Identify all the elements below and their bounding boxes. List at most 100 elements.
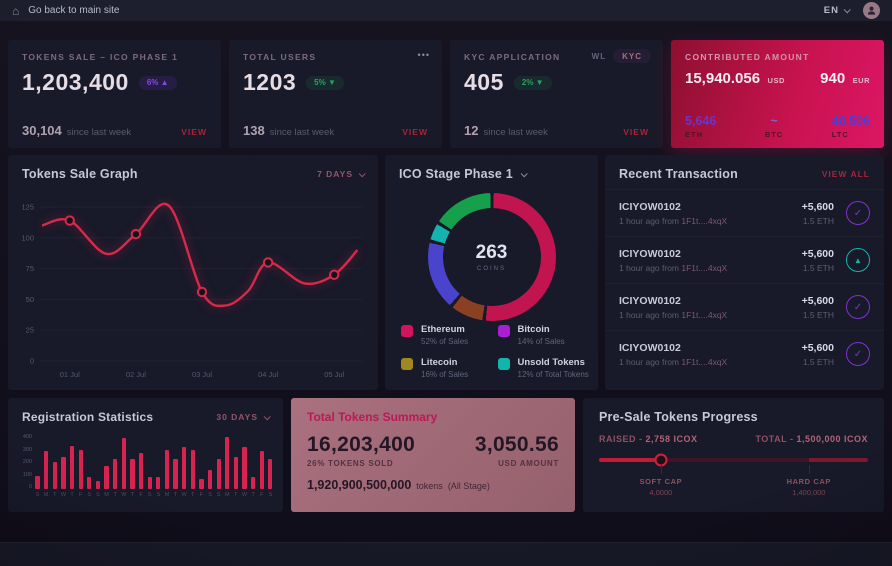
bar-x-label: T	[53, 492, 57, 498]
arrow-up-circle-icon[interactable]: ▲	[846, 248, 870, 272]
footer-bar	[0, 542, 892, 566]
bar-x-label: T	[70, 492, 74, 498]
bar-x-label: W	[181, 492, 187, 498]
bar	[44, 451, 49, 489]
bar-x-label: S	[35, 492, 40, 498]
bar-y-axis: 400 300 200 100 0	[22, 434, 35, 490]
bar-x-label: S	[156, 492, 161, 498]
chevron-down-icon[interactable]	[520, 169, 528, 177]
chevron-down-icon	[263, 412, 271, 420]
bar-column: F	[199, 434, 204, 498]
tokens-sold-value: 16,203,400	[307, 433, 416, 456]
bar-column: F	[259, 434, 264, 498]
bar-y-tick: 100	[22, 471, 32, 478]
ico-stage-panel: ICO Stage Phase 1 263 COINS Ethereum 52% …	[385, 155, 598, 390]
bar	[121, 438, 126, 489]
svg-text:50: 50	[26, 295, 34, 304]
check-circle-icon[interactable]: ✓	[846, 295, 870, 319]
card-total-users: TOTAL USERS ••• 1203 5% ▼ 138 since last…	[229, 40, 442, 148]
bar-column: W	[182, 434, 187, 498]
back-to-site-link[interactable]: Go back to main site	[28, 5, 120, 16]
check-circle-icon[interactable]: ✓	[846, 201, 870, 225]
delta-value: 30,104	[22, 123, 62, 138]
bar	[35, 476, 40, 489]
bar-x-label: F	[139, 492, 143, 498]
donut-legend: Ethereum 52% of Sales Bitcoin 14% of Sales…	[401, 324, 594, 379]
bar	[199, 478, 204, 489]
bar-column: T	[130, 434, 135, 498]
bar-x-label: S	[96, 492, 100, 498]
card-value: 405	[464, 69, 504, 95]
user-avatar[interactable]	[863, 2, 880, 19]
wl-tab[interactable]: WL	[591, 51, 607, 61]
svg-text:03 Jul: 03 Jul	[192, 370, 212, 379]
bar	[61, 456, 66, 489]
arrow-down-icon: ▼	[535, 78, 544, 87]
trend-badge: 2% ▼	[513, 75, 552, 90]
total-amount: TOTAL - 1,500,000 ICOX	[755, 434, 868, 444]
panel-title: Tokens Sale Graph	[22, 167, 138, 181]
transaction-row[interactable]: ICIYOW0102 1 hour ago from 1F1t....4xqX …	[605, 283, 884, 330]
tx-address: 1F1t....4xqX	[681, 262, 728, 273]
svg-text:02 Jul: 02 Jul	[126, 370, 146, 379]
bar-x-label: S	[87, 492, 92, 498]
bar	[251, 476, 256, 489]
bar	[225, 437, 230, 489]
card-value: 1203	[243, 69, 297, 95]
bar-x-label: S	[208, 492, 212, 498]
bar	[216, 459, 221, 489]
transactions-list: ICIYOW0102 1 hour ago from 1F1t....4xqX …	[605, 189, 884, 377]
bar-y-tick: 200	[22, 459, 32, 465]
trend-badge: 6% ▲	[138, 75, 177, 90]
bar-x-label: F	[199, 492, 204, 498]
legend-item: Litecoin 16% of Sales	[401, 357, 498, 379]
card-contributed-amount: CONTRIBUTED AMOUNT 15,940.056 USD 940 EU…	[671, 40, 884, 148]
bar-x-label: T	[251, 492, 255, 498]
bar	[147, 476, 152, 489]
bar	[259, 451, 264, 489]
chevron-down-icon	[358, 169, 366, 177]
transaction-row[interactable]: ICIYOW0102 1 hour ago from 1F1t....4xqX …	[605, 189, 884, 236]
view-all-link[interactable]: VIEW ALL	[821, 169, 870, 179]
coins-count: 263	[475, 242, 508, 263]
check-circle-icon[interactable]: ✓	[846, 342, 870, 366]
bar	[69, 446, 75, 489]
bar	[52, 461, 57, 489]
bar-x-label: T	[173, 492, 178, 498]
donut-chart: 263 COINS	[427, 193, 556, 321]
bar	[207, 469, 213, 489]
range-dropdown[interactable]: 7 DAYS	[317, 169, 366, 179]
bar	[242, 447, 247, 489]
progress-slider[interactable]: SOFT CAP 4,0000 HARD CAP 1,400,000	[599, 453, 868, 497]
donut-center: 263 COINS	[442, 208, 541, 306]
btc-amount: ~ BTC	[764, 114, 784, 139]
home-icon[interactable]: ⌂	[12, 3, 20, 18]
language-selector[interactable]: EN	[824, 5, 851, 16]
usd-amount: 15,940.056 USD	[685, 70, 785, 87]
card-title: CONTRIBUTED AMOUNT	[685, 52, 810, 62]
more-options-icon[interactable]: •••	[417, 50, 430, 60]
bar-column: S	[35, 434, 40, 498]
view-link[interactable]: VIEW	[181, 127, 207, 137]
svg-text:75: 75	[26, 264, 34, 273]
bar-x-label: M	[164, 492, 170, 498]
bar-column: S	[95, 434, 100, 498]
bar-column: W	[242, 434, 247, 498]
tx-address: 1F1t....4xqX	[681, 215, 728, 226]
kyc-tab[interactable]: KYC	[613, 49, 651, 63]
topbar-right: EN	[824, 2, 880, 19]
card-title: KYC APPLICATION	[464, 52, 561, 62]
bar-x-label: M	[104, 492, 109, 498]
ethereum-swatch	[401, 325, 413, 337]
range-dropdown[interactable]: 30 DAYS	[216, 412, 271, 422]
bar	[138, 452, 144, 489]
bar-column: T	[233, 434, 238, 498]
total-tokens-note: (All Stage)	[447, 481, 490, 491]
view-link[interactable]: VIEW	[623, 127, 649, 137]
legend-item: Unsold Tokens 12% of Total Tokens	[497, 357, 595, 379]
bar	[164, 450, 169, 489]
transaction-row[interactable]: ICIYOW0102 1 hour ago from 1F1t....4xqX …	[605, 330, 884, 377]
view-link[interactable]: VIEW	[402, 127, 428, 137]
transaction-row[interactable]: ICIYOW0102 1 hour ago from 1F1t....4xqX …	[605, 236, 884, 283]
bar	[104, 465, 109, 489]
